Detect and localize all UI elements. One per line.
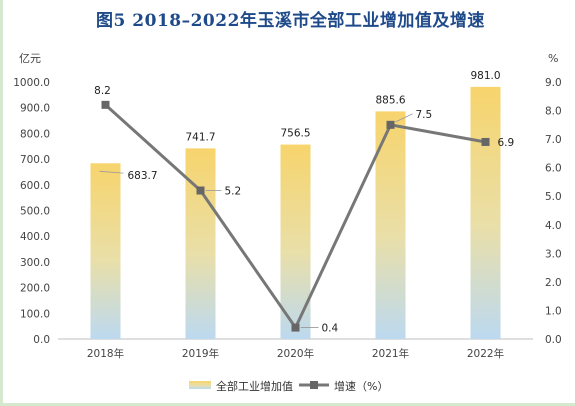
legend-line-marker	[310, 381, 318, 389]
y-left-tick-label: 600.0	[20, 180, 50, 192]
rate-value-label: 5.2	[225, 186, 242, 198]
y-right-tick-label: 1.0	[545, 305, 562, 317]
y-right-tick-label: 9.0	[545, 77, 562, 89]
y-left-tick-label: 400.0	[20, 231, 50, 243]
growth-marker	[101, 100, 110, 109]
y-left-tick-label: 200.0	[20, 283, 50, 295]
y-right-tick-label: 6.0	[545, 163, 562, 175]
legend-bar-label: 全部工业增加值	[216, 379, 293, 393]
x-tick-label: 2018年	[87, 347, 124, 360]
rate-value-label: 6.9	[498, 137, 515, 149]
bar-value-label: 741.7	[185, 131, 215, 143]
y-right-tick-label: 0.0	[545, 334, 562, 346]
chart-title: 图5 2018–2022年玉溪市全部工业增加值及增速	[96, 11, 485, 31]
y-right-tick-label: 4.0	[545, 220, 562, 232]
rate-label-leader	[395, 113, 413, 123]
bar	[90, 163, 121, 339]
y-left-tick-label: 300.0	[20, 257, 50, 269]
y-left-tick-label: 700.0	[20, 154, 50, 166]
bar-value-label: 756.5	[280, 128, 310, 140]
legend-bar-swatch	[189, 381, 211, 389]
y-right-tick-label: 8.0	[545, 106, 562, 118]
y-right-tick-label: 7.0	[545, 134, 562, 146]
bar-value-label: 683.7	[128, 170, 158, 182]
y-left-unit: 亿元	[19, 52, 41, 65]
x-tick-label: 2020年	[277, 347, 314, 360]
y-left-tick-label: 900.0	[20, 103, 50, 115]
y-left-tick-label: 0.0	[33, 334, 50, 346]
y-right-tick-label: 2.0	[545, 277, 562, 289]
bar-label-leader	[99, 170, 124, 174]
rate-value-label: 0.4	[322, 323, 339, 335]
y-right-unit: %	[548, 52, 558, 65]
bar	[185, 148, 216, 339]
rate-value-label: 8.2	[94, 85, 111, 97]
growth-marker	[386, 120, 395, 129]
growth-marker	[196, 186, 205, 195]
bar	[470, 86, 501, 340]
bar-value-label: 981.0	[470, 70, 500, 82]
rate-value-label: 7.5	[416, 109, 433, 121]
y-left-tick-label: 500.0	[20, 206, 50, 218]
growth-marker	[481, 137, 490, 146]
y-right-tick-label: 3.0	[545, 248, 562, 260]
y-right-tick-label: 5.0	[545, 191, 562, 203]
y-left-tick-label: 100.0	[20, 308, 50, 320]
bar-value-label: 885.6	[375, 94, 405, 106]
growth-marker	[291, 323, 300, 332]
x-tick-label: 2019年	[182, 347, 219, 360]
combo-chart: 亿元 % 0.0 100.0 200.0 300.0 400.0 500.0 600.0 700.…	[13, 52, 562, 393]
legend-line-label: 增速（%）	[334, 379, 388, 393]
y-left-tick-label: 800.0	[20, 128, 50, 140]
y-left-tick-label: 1000.0	[13, 77, 50, 89]
x-tick-label: 2022年	[467, 347, 504, 360]
x-tick-label: 2021年	[372, 347, 409, 360]
